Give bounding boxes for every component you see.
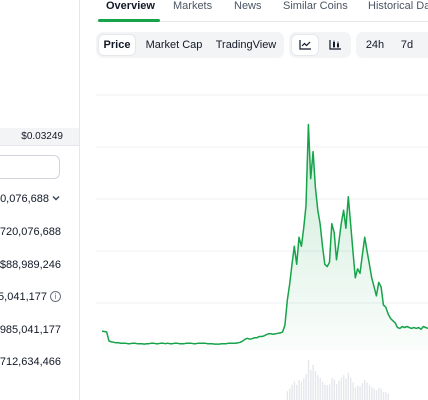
volume-bar	[361, 383, 364, 400]
price-chart[interactable]	[96, 64, 428, 400]
volume-bar	[366, 382, 368, 400]
range-row: $0.03249	[0, 128, 79, 146]
volume-bar	[289, 388, 291, 400]
price-chart-svg	[96, 94, 428, 400]
tab-historical-data[interactable]: Historical Da	[368, 0, 428, 12]
volume-bar	[357, 385, 359, 400]
volume-bar	[352, 382, 354, 400]
circulating-supply-value: 85,041,177	[0, 291, 47, 303]
volume-bar	[364, 380, 366, 400]
chart-style-toggle	[289, 32, 351, 58]
max-supply-value: 712,634,466	[0, 356, 61, 368]
volume-value: $88,989,246	[0, 259, 61, 271]
fully-diluted-value: 720,076,688	[0, 226, 61, 238]
volume-bar	[380, 388, 382, 400]
tab-similar-coins[interactable]: Similar Coins	[283, 0, 348, 12]
stats-panel: $0.03249 0,076,688 720,076,688 $88,989,2…	[0, 0, 80, 400]
volume-bar	[347, 372, 350, 400]
timeframe-7d-button[interactable]: 7d	[400, 39, 414, 51]
total-supply-value: 5,985,041,177	[0, 324, 61, 336]
volume-bar	[324, 384, 326, 400]
chart-gridlines	[96, 94, 428, 304]
volume-bar	[319, 377, 321, 400]
volume-bar	[338, 380, 340, 400]
timeframe-toggle: 24h 7d	[356, 32, 428, 58]
volume-bar	[286, 391, 289, 400]
volume-bar	[345, 378, 347, 400]
volume-bar	[296, 384, 298, 400]
volume-bar	[328, 384, 331, 400]
volume-bar	[359, 386, 361, 400]
candlestick-chart-icon[interactable]	[322, 35, 348, 55]
market-cap-button[interactable]: Market Cap	[145, 39, 203, 51]
volume-bar	[340, 377, 343, 400]
volume-bar	[310, 369, 312, 400]
volume-bar	[300, 381, 303, 400]
volume-bar	[368, 384, 371, 400]
chart-type-toggle: Price Market Cap TradingView	[96, 32, 284, 58]
market-cap-value: 0,076,688	[0, 193, 49, 205]
volume-bar	[387, 393, 389, 400]
volume-bars	[286, 360, 389, 400]
coin-tabs: Overview Markets News Similar Coins Hist…	[96, 0, 428, 22]
volume-bar	[303, 378, 305, 400]
volume-bar	[350, 377, 352, 400]
volume-bar	[371, 387, 373, 400]
volume-bar	[382, 392, 385, 400]
volume-bar	[373, 388, 375, 400]
converter-input[interactable]	[0, 155, 60, 179]
active-tab-indicator	[98, 19, 160, 22]
tab-overview[interactable]: Overview	[106, 0, 155, 12]
info-icon[interactable]: i	[50, 291, 61, 302]
price-button[interactable]: Price	[99, 35, 135, 55]
volume-bar	[312, 364, 314, 400]
volume-bar	[298, 380, 300, 400]
volume-bar	[326, 385, 328, 400]
tab-news[interactable]: News	[234, 0, 262, 12]
volume-bar	[321, 381, 324, 400]
volume-bar	[293, 381, 296, 400]
volume-bar	[385, 392, 387, 400]
volume-bar	[354, 387, 357, 400]
volume-bar	[335, 384, 338, 400]
tab-markets[interactable]: Markets	[173, 0, 213, 12]
timeframe-24h-button[interactable]: 24h	[365, 39, 385, 51]
price-line	[101, 123, 428, 345]
volume-bar	[314, 371, 317, 400]
volume-bar	[305, 374, 307, 400]
tradingview-button[interactable]: TradingView	[215, 39, 277, 51]
volume-bar	[342, 375, 345, 400]
volume-bar	[331, 377, 333, 400]
volume-bar	[333, 379, 335, 400]
volume-bar	[307, 360, 310, 400]
price-area-fill	[102, 124, 428, 350]
volume-bar	[378, 388, 380, 400]
volume-bar	[375, 390, 378, 400]
line-chart-icon[interactable]	[292, 35, 318, 55]
volume-bar	[317, 375, 319, 400]
chevron-down-icon[interactable]	[51, 193, 61, 206]
volume-bar	[291, 384, 293, 400]
range-value: $0.03249	[21, 131, 63, 142]
